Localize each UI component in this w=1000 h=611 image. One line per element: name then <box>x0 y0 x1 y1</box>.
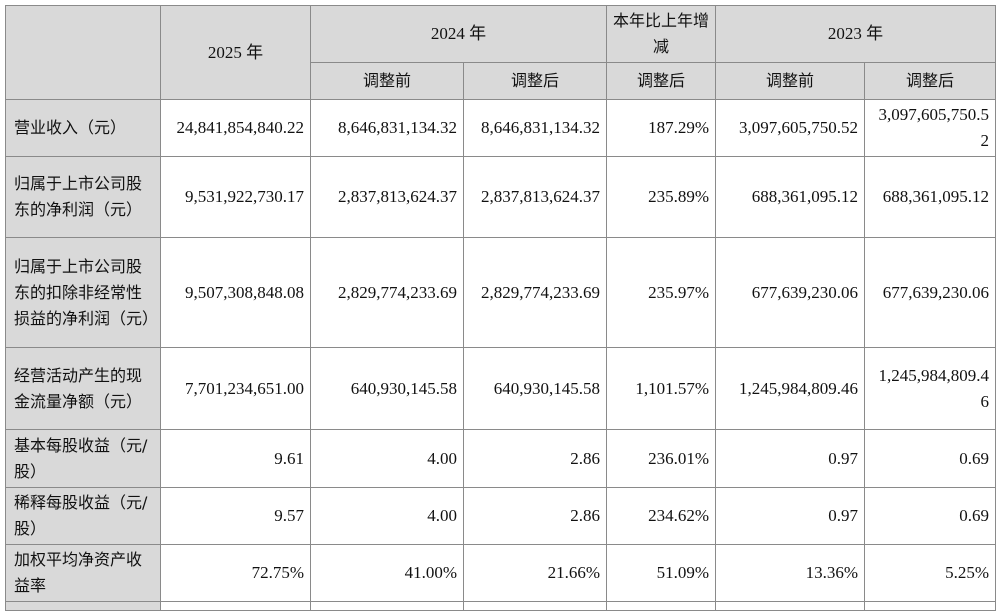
cell-v2023-before: 688,361,095.12 <box>715 156 865 238</box>
table-row: 稀释每股收益（元/股） 9.57 4.00 2.86 234.62% 0.97 0.69 <box>5 487 996 545</box>
cell-v2025: 9.61 <box>160 429 311 488</box>
cell-v2023-before: 13.36% <box>715 544 865 602</box>
cell-v2023-before: 677,639,230.06 <box>715 237 865 348</box>
cell-empty <box>160 601 311 611</box>
cell-v2025: 7,701,234,651.00 <box>160 347 311 430</box>
header-2025: 2025 年 <box>160 5 311 100</box>
header-2023-before: 调整前 <box>715 62 865 100</box>
cell-empty <box>5 601 161 611</box>
financial-summary-table: 2025 年 2024 年 本年比上年增减 2023 年 调整前 调整后 调整后… <box>5 5 996 611</box>
cell-v2023-after: 677,639,230.06 <box>864 237 996 348</box>
cell-v2024-before: 8,646,831,134.32 <box>310 99 464 157</box>
cell-v2024-before: 4.00 <box>310 487 464 545</box>
header-2024-after: 调整后 <box>463 62 607 100</box>
cell-change: 236.01% <box>606 429 716 488</box>
table-row: 基本每股收益（元/股） 9.61 4.00 2.86 236.01% 0.97 0.69 <box>5 429 996 488</box>
cell-v2023-after: 0.69 <box>864 429 996 488</box>
row-label: 加权平均净资产收益率 <box>5 544 161 602</box>
cell-v2023-before: 0.97 <box>715 487 865 545</box>
row-label: 归属于上市公司股东的扣除非经常性损益的净利润（元） <box>5 237 161 348</box>
cell-v2023-before: 3,097,605,750.52 <box>715 99 865 157</box>
cell-change: 234.62% <box>606 487 716 545</box>
cell-v2024-after: 8,646,831,134.32 <box>463 99 607 157</box>
row-label: 稀释每股收益（元/股） <box>5 487 161 545</box>
header-blank <box>5 5 161 100</box>
cell-v2024-after: 640,930,145.58 <box>463 347 607 430</box>
header-2023-after: 调整后 <box>864 62 996 100</box>
table-row-partial <box>5 601 996 611</box>
cell-v2024-before: 2,837,813,624.37 <box>310 156 464 238</box>
cell-change: 235.97% <box>606 237 716 348</box>
cell-v2024-after: 21.66% <box>463 544 607 602</box>
cell-change: 235.89% <box>606 156 716 238</box>
cell-v2023-after: 5.25% <box>864 544 996 602</box>
cell-v2023-after: 688,361,095.12 <box>864 156 996 238</box>
cell-v2025: 9.57 <box>160 487 311 545</box>
table-row: 归属于上市公司股东的扣除非经常性损益的净利润（元） 9,507,308,848.0… <box>5 237 996 348</box>
header-change: 本年比上年增减 <box>606 5 716 63</box>
cell-v2023-before: 1,245,984,809.46 <box>715 347 865 430</box>
row-label: 经营活动产生的现金流量净额（元） <box>5 347 161 430</box>
cell-v2024-before: 640,930,145.58 <box>310 347 464 430</box>
row-label: 营业收入（元） <box>5 99 161 157</box>
header-2023: 2023 年 <box>715 5 996 63</box>
cell-v2023-before: 0.97 <box>715 429 865 488</box>
cell-v2024-after: 2.86 <box>463 429 607 488</box>
header-2024-before: 调整前 <box>310 62 464 100</box>
cell-empty <box>463 601 607 611</box>
cell-v2023-after: 1,245,984,809.46 <box>864 347 996 430</box>
cell-v2023-after: 0.69 <box>864 487 996 545</box>
row-label: 归属于上市公司股东的净利润（元） <box>5 156 161 238</box>
cell-v2024-after: 2,837,813,624.37 <box>463 156 607 238</box>
cell-v2025: 24,841,854,840.22 <box>160 99 311 157</box>
cell-change: 1,101.57% <box>606 347 716 430</box>
cell-empty <box>310 601 464 611</box>
cell-empty <box>606 601 716 611</box>
cell-change: 51.09% <box>606 544 716 602</box>
cell-empty <box>715 601 865 611</box>
cell-v2024-before: 41.00% <box>310 544 464 602</box>
cell-v2024-after: 2,829,774,233.69 <box>463 237 607 348</box>
cell-v2025: 9,531,922,730.17 <box>160 156 311 238</box>
row-label: 基本每股收益（元/股） <box>5 429 161 488</box>
table-row: 归属于上市公司股东的净利润（元） 9,531,922,730.17 2,837,81… <box>5 156 996 238</box>
header-2024: 2024 年 <box>310 5 607 63</box>
cell-v2025: 72.75% <box>160 544 311 602</box>
header-change-after: 调整后 <box>606 62 716 100</box>
table-row: 加权平均净资产收益率 72.75% 41.00% 21.66% 51.09% 13.36%… <box>5 544 996 602</box>
table-row: 经营活动产生的现金流量净额（元） 7,701,234,651.00 640,930,… <box>5 347 996 430</box>
cell-empty <box>864 601 996 611</box>
table-row: 营业收入（元） 24,841,854,840.22 8,646,831,134.32… <box>5 99 996 157</box>
cell-change: 187.29% <box>606 99 716 157</box>
cell-v2025: 9,507,308,848.08 <box>160 237 311 348</box>
cell-v2023-after: 3,097,605,750.52 <box>864 99 996 157</box>
cell-v2024-before: 4.00 <box>310 429 464 488</box>
cell-v2024-before: 2,829,774,233.69 <box>310 237 464 348</box>
cell-v2024-after: 2.86 <box>463 487 607 545</box>
